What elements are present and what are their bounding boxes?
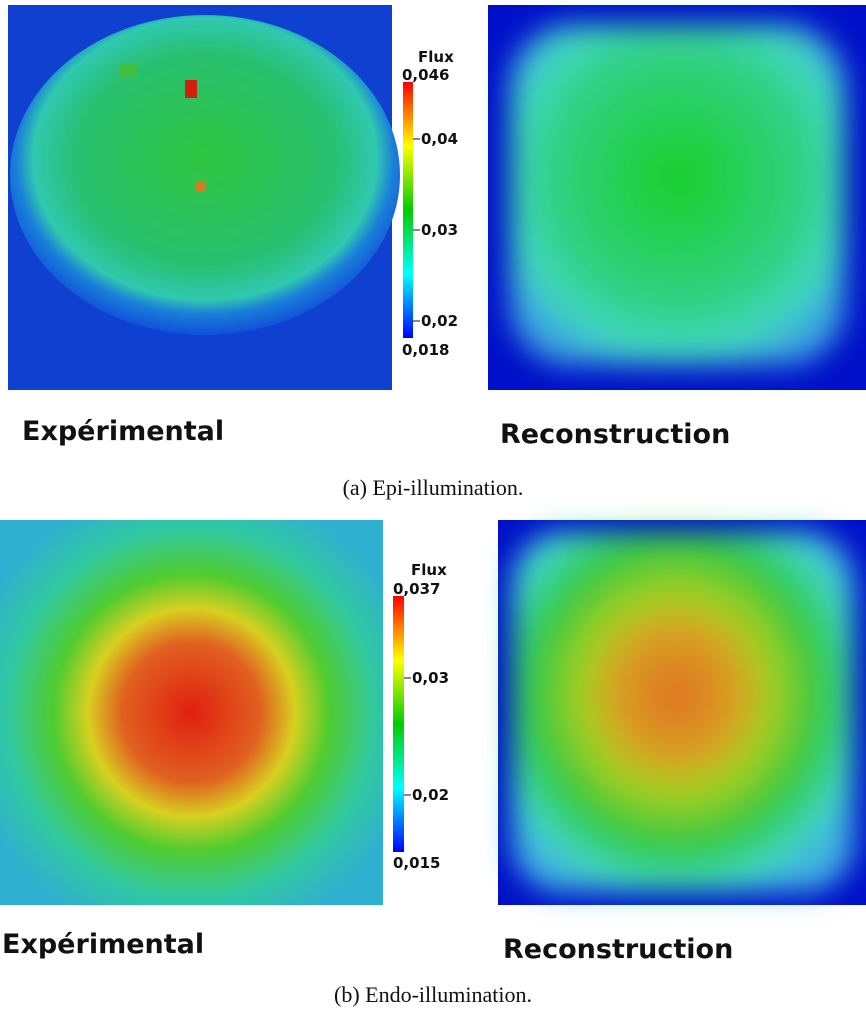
- colorbar-tick-label: 0,03: [412, 669, 449, 687]
- colorbar-max: 0,046: [402, 66, 449, 84]
- colorbar-tick-label: 0,02: [421, 312, 458, 330]
- hotspot: [185, 80, 197, 98]
- caption: (a) Epi-illumination.: [343, 475, 524, 500]
- colorbar: [403, 82, 413, 338]
- colorbar-tick-label: 0,02: [412, 786, 449, 804]
- colorbar-title: Flux: [418, 48, 454, 66]
- heatmap-reconstruction: [512, 532, 854, 892]
- colorbar-tick-label: 0,03: [421, 221, 458, 239]
- panel-label: Expérimental: [2, 929, 204, 960]
- panel-label: Expérimental: [22, 416, 224, 447]
- colorbar-min: 0,018: [402, 341, 449, 359]
- heatmap-experimental: [10, 15, 400, 335]
- panel-label: Reconstruction: [503, 934, 733, 965]
- colorbar-min: 0,015: [393, 854, 440, 872]
- colorbar-max: 0,037: [393, 580, 440, 598]
- colorbar-tick-label: 0,04: [421, 130, 458, 148]
- panel-label: Reconstruction: [500, 419, 730, 450]
- hotspot: [195, 182, 205, 192]
- colorbar: [393, 596, 404, 852]
- colorbar-title: Flux: [411, 561, 447, 579]
- hotspot: [120, 64, 138, 78]
- heatmap-reconstruction: [510, 25, 845, 365]
- caption: (b) Endo-illumination.: [334, 982, 532, 1007]
- heatmap-experimental: [0, 520, 383, 905]
